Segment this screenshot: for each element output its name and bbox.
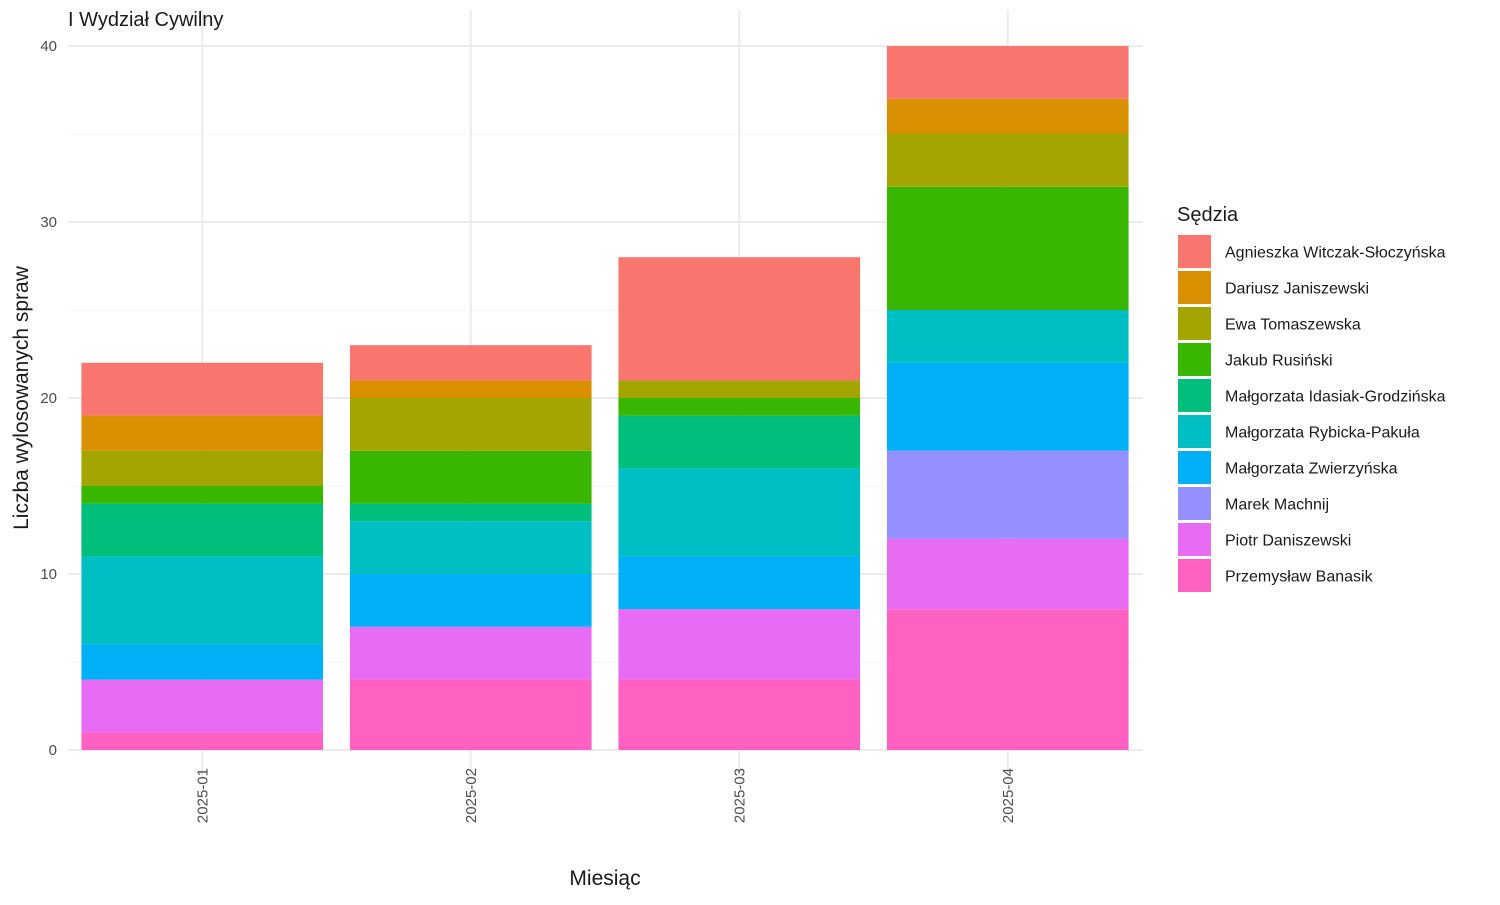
x-axis-ticks: 2025-01 2025-02 2025-03 2025-04 [194, 768, 1017, 823]
chart-title: I Wydział Cywilny [68, 9, 223, 31]
legend-key [1178, 271, 1211, 304]
bar-segment [349, 521, 592, 574]
legend-key [1178, 379, 1211, 412]
legend-key [1178, 343, 1211, 376]
legend-label: Piotr Daniszewski [1225, 533, 1351, 550]
legend-label: Marek Machnij [1225, 497, 1329, 514]
legend-key [1178, 235, 1211, 268]
legend-label: Dariusz Janiszewski [1225, 281, 1369, 298]
bar-segment [886, 609, 1129, 750]
y-axis-ticks: 0 10 20 30 40 [40, 38, 57, 759]
y-tick-label: 30 [40, 214, 57, 231]
bar-segment [618, 415, 861, 469]
y-tick-label: 0 [49, 742, 57, 759]
bar-segment [886, 98, 1129, 134]
bar-segment [349, 345, 592, 381]
bar-segment [886, 186, 1129, 310]
bar-segment [349, 679, 592, 750]
bar-segment [349, 398, 592, 451]
bar-segment [81, 503, 324, 557]
bar-segment [618, 398, 861, 416]
bar-segment [349, 574, 592, 627]
legend-title: Sędzia [1177, 204, 1239, 226]
bar-segment [349, 380, 592, 398]
x-tick-label: 2025-02 [463, 768, 480, 823]
bar-segment [618, 257, 861, 381]
bar-segment [618, 679, 861, 750]
bar-segment [886, 134, 1129, 187]
y-tick-label: 20 [40, 390, 57, 407]
bar-segment [81, 556, 324, 645]
bar-segment [81, 732, 324, 750]
bar-segment [886, 46, 1129, 99]
bars-layer [81, 46, 1129, 750]
legend-key [1178, 415, 1211, 448]
legend-key [1178, 307, 1211, 340]
legend-items: Agnieszka Witczak-Słoczyńska Dariusz Jani… [1178, 235, 1446, 592]
legend-label: Małgorzata Zwierzyńska [1225, 461, 1398, 478]
bar-segment [81, 679, 324, 733]
bar-segment [349, 503, 592, 522]
y-tick-label: 10 [40, 566, 57, 583]
legend-key [1178, 487, 1211, 520]
x-tick-label: 2025-01 [194, 768, 211, 823]
bar-segment [81, 644, 324, 680]
y-tick-label: 40 [40, 38, 57, 55]
bar-segment [886, 362, 1129, 451]
legend-label: Małgorzata Rybicka-Pakuła [1225, 425, 1420, 442]
legend-label: Jakub Rusiński [1225, 353, 1333, 370]
bar-segment [618, 556, 861, 610]
legend-label: Ewa Tomaszewska [1225, 317, 1361, 334]
legend-key [1178, 451, 1211, 484]
bar-segment [618, 380, 861, 398]
bar-segment [618, 609, 861, 680]
x-tick-label: 2025-03 [731, 768, 748, 823]
bar-segment [81, 362, 324, 416]
legend-key [1178, 559, 1211, 592]
bar-segment [81, 450, 324, 486]
legend: Sędzia Agnieszka Witczak-Słoczyńska Dariu… [1177, 204, 1446, 592]
bar-segment [81, 415, 324, 451]
bar-segment [618, 468, 861, 557]
legend-key [1178, 523, 1211, 556]
legend-label: Przemysław Banasik [1225, 569, 1374, 586]
y-axis-title: Liczba wylosowanych spraw [10, 265, 33, 530]
bar-segment [349, 626, 592, 680]
bar-segment [886, 450, 1129, 539]
legend-label: Małgorzata Idasiak-Grodzińska [1225, 389, 1446, 406]
x-axis-title: Miesiąc [569, 867, 640, 890]
bar-segment [349, 450, 592, 504]
bar-segment [81, 486, 324, 504]
x-tick-label: 2025-04 [1000, 768, 1017, 823]
bar-segment [886, 310, 1129, 363]
legend-label: Agnieszka Witczak-Słoczyńska [1225, 245, 1446, 262]
bar-segment [886, 538, 1129, 610]
